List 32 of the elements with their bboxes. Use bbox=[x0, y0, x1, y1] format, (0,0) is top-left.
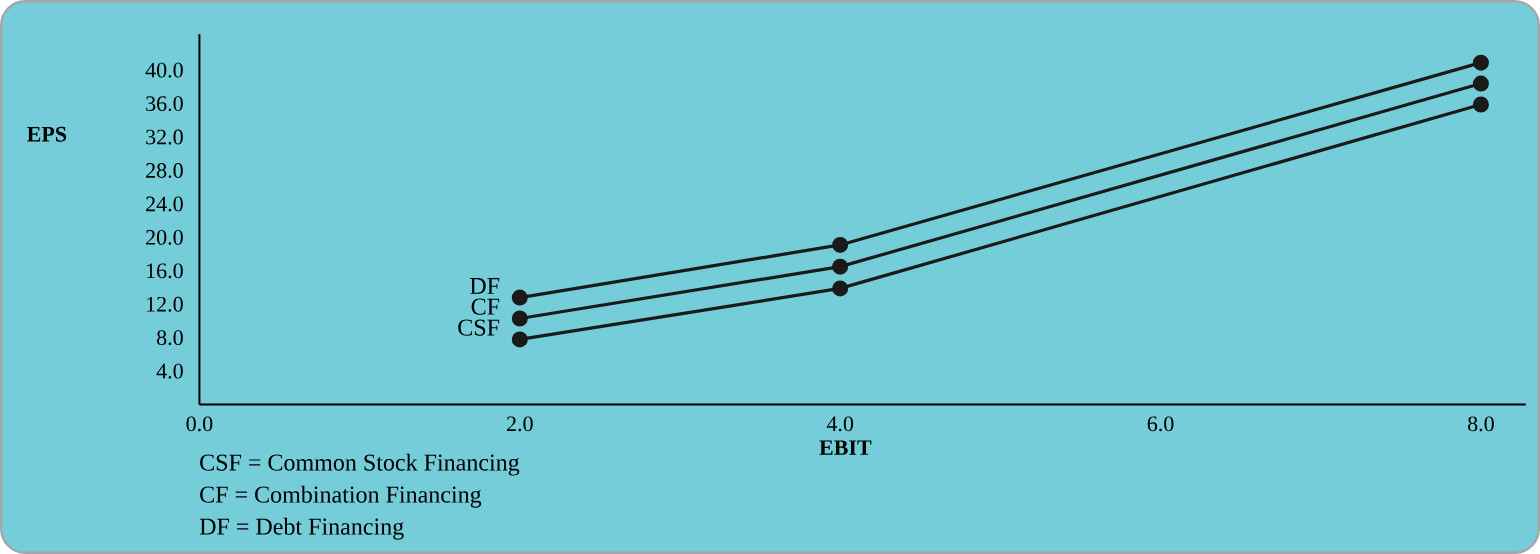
y-tick-label: 4.0 bbox=[156, 363, 183, 379]
y-tick-label: 16.0 bbox=[147, 263, 183, 279]
text: CF = Combination Financing bbox=[200, 485, 482, 508]
y-tick-label: 12.0 bbox=[147, 296, 183, 312]
y-axis-title: EPS bbox=[27, 126, 67, 142]
series-label: CSF bbox=[458, 319, 500, 336]
point bbox=[511, 310, 528, 327]
point bbox=[511, 331, 528, 348]
x-axis-title: EBIT bbox=[819, 440, 872, 455]
y-tick-label: 20.0 bbox=[146, 229, 183, 245]
y-tick-label: 36.0 bbox=[146, 96, 183, 112]
series-label: CF bbox=[471, 298, 500, 315]
point bbox=[511, 289, 528, 306]
x-tick-label: 4.0 bbox=[826, 416, 854, 432]
point bbox=[1472, 75, 1489, 92]
text: DF = Debt Financing bbox=[199, 517, 404, 540]
x-tick-label: 0.0 bbox=[186, 416, 213, 432]
y-tick-label: 8.0 bbox=[156, 330, 183, 346]
series-label: DF bbox=[470, 278, 500, 294]
point bbox=[832, 236, 849, 253]
point bbox=[832, 280, 849, 297]
point bbox=[1472, 54, 1489, 71]
x-tick-label: 6.0 bbox=[1147, 416, 1174, 432]
point bbox=[832, 258, 849, 275]
y-tick-label: 24.0 bbox=[146, 196, 183, 212]
text: CSF = Common Stock Financing bbox=[200, 453, 520, 476]
y-tick-label: 28.0 bbox=[146, 163, 183, 179]
point bbox=[1472, 96, 1489, 113]
y-tick-label: 32.0 bbox=[146, 129, 183, 145]
x-tick-label: 2.0 bbox=[507, 416, 533, 432]
x-tick-label: 8.0 bbox=[1468, 416, 1494, 432]
y-tick-label: 40.0 bbox=[145, 62, 183, 78]
